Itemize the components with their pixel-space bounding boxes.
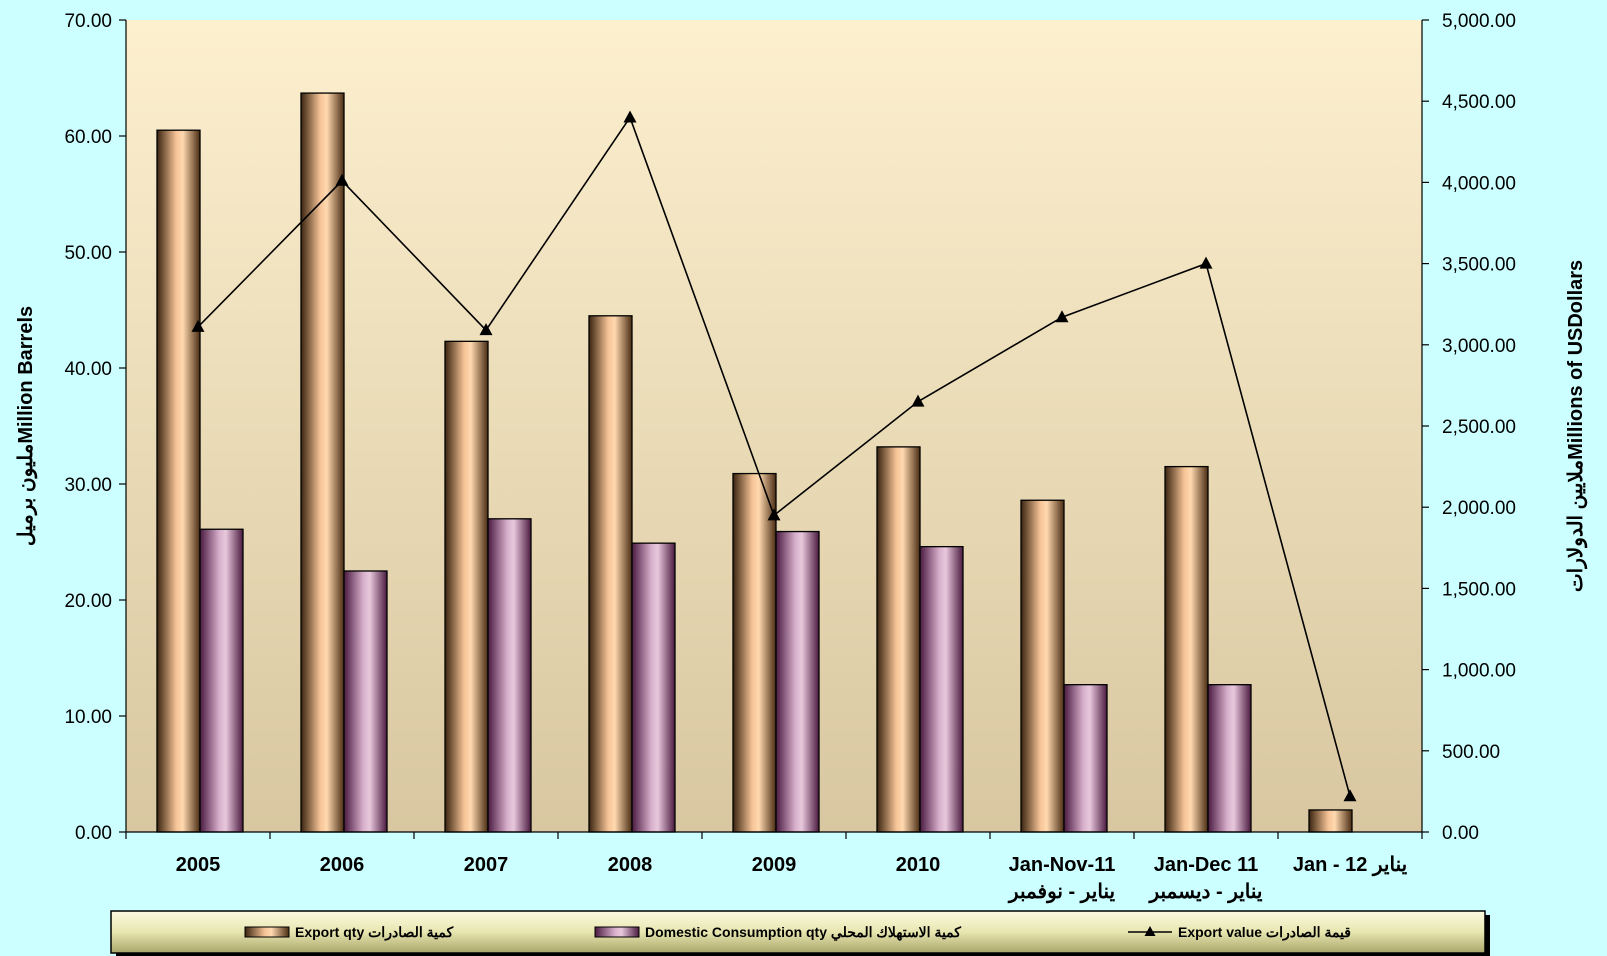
left-axis-title: مليون برميلMillion Barrels — [15, 306, 38, 546]
right-tick-label: 2,000.00 — [1442, 498, 1516, 519]
category-sublabel: يناير - ديسمبر — [1147, 881, 1262, 904]
left-tick-label: 40.00 — [64, 359, 112, 380]
bar-export-qty-5 — [877, 447, 920, 832]
left-tick-label: 60.00 — [64, 127, 112, 148]
bar-domestic-consumption-2 — [488, 519, 531, 832]
left-tick-label: 70.00 — [64, 11, 112, 32]
bar-domestic-consumption-6 — [1064, 685, 1107, 832]
legend-label-0: Export qty كمية الصادرات — [295, 924, 453, 941]
left-tick-label: 30.00 — [64, 475, 112, 496]
category-label: 2010 — [896, 854, 941, 876]
bar-export-qty-1 — [301, 93, 344, 832]
left-tick-label: 50.00 — [64, 243, 112, 264]
bar-domestic-consumption-0 — [200, 529, 243, 832]
legend-items: Export qty كمية الصادرات Domestic Consump… — [245, 924, 1351, 941]
right-tick-label: 4,000.00 — [1442, 173, 1516, 194]
right-tick-label: 3,000.00 — [1442, 336, 1516, 357]
bar-export-qty-7 — [1165, 467, 1208, 832]
category-label: 2007 — [464, 854, 509, 876]
left-axis-ticks: 0.00 10.00 20.00 30.00 40.00 50.00 60.00 70.00 — [64, 11, 126, 844]
category-sublabel: يناير - نوفمبر — [1007, 881, 1116, 904]
right-tick-label: 0.00 — [1442, 823, 1479, 844]
category-labels: 2005 2006 2007 2008 2009 2010 Jan-Nov-11 يناير … — [176, 854, 1408, 904]
bar-export-qty-3 — [589, 316, 632, 832]
bar-export-qty-0 — [157, 130, 200, 832]
legend-label-2: Export value قيمة الصادرات — [1178, 924, 1351, 941]
right-tick-label: 2,500.00 — [1442, 417, 1516, 438]
legend-swatch-0 — [245, 927, 289, 937]
right-tick-label: 4,500.00 — [1442, 92, 1516, 113]
right-tick-label: 1,000.00 — [1442, 661, 1516, 682]
bar-domestic-consumption-7 — [1208, 685, 1251, 832]
right-axis-ticks: 0.00 500.00 1,000.00 1,500.00 2,000.00 2,500.… — [1422, 11, 1516, 844]
category-label: 2009 — [752, 854, 797, 876]
right-tick-label: 500.00 — [1442, 742, 1500, 763]
bar-domestic-consumption-1 — [344, 571, 387, 832]
bar-domestic-consumption-5 — [920, 547, 963, 832]
category-label: 2006 — [320, 854, 365, 876]
category-label: 2008 — [608, 854, 653, 876]
category-label: Jan - 12 يناير — [1293, 854, 1408, 877]
right-tick-label: 3,500.00 — [1442, 255, 1516, 276]
category-label: Jan-Dec 11 — [1154, 854, 1259, 876]
right-axis-title: ملايين الدولاراتMillions of USDollars — [1565, 260, 1588, 592]
legend-swatch-1 — [595, 927, 639, 937]
left-tick-label: 10.00 — [64, 707, 112, 728]
bar-export-qty-8 — [1309, 810, 1352, 832]
legend: Export qty كمية الصادرات Domestic Consump… — [111, 911, 1490, 956]
bar-export-qty-2 — [445, 341, 488, 832]
category-label: Jan-Nov-11 — [1009, 854, 1116, 876]
left-tick-label: 0.00 — [75, 823, 112, 844]
right-tick-label: 1,500.00 — [1442, 579, 1516, 600]
left-tick-label: 20.00 — [64, 591, 112, 612]
right-tick-label: 5,000.00 — [1442, 11, 1516, 32]
bar-export-qty-4 — [733, 474, 776, 832]
bar-domestic-consumption-3 — [632, 543, 675, 832]
legend-label-1: Domestic Consumption qty كمية الاستهلاك … — [645, 924, 961, 941]
bar-export-qty-6 — [1021, 500, 1064, 832]
category-label: 2005 — [176, 854, 221, 876]
bar-domestic-consumption-4 — [776, 532, 819, 832]
